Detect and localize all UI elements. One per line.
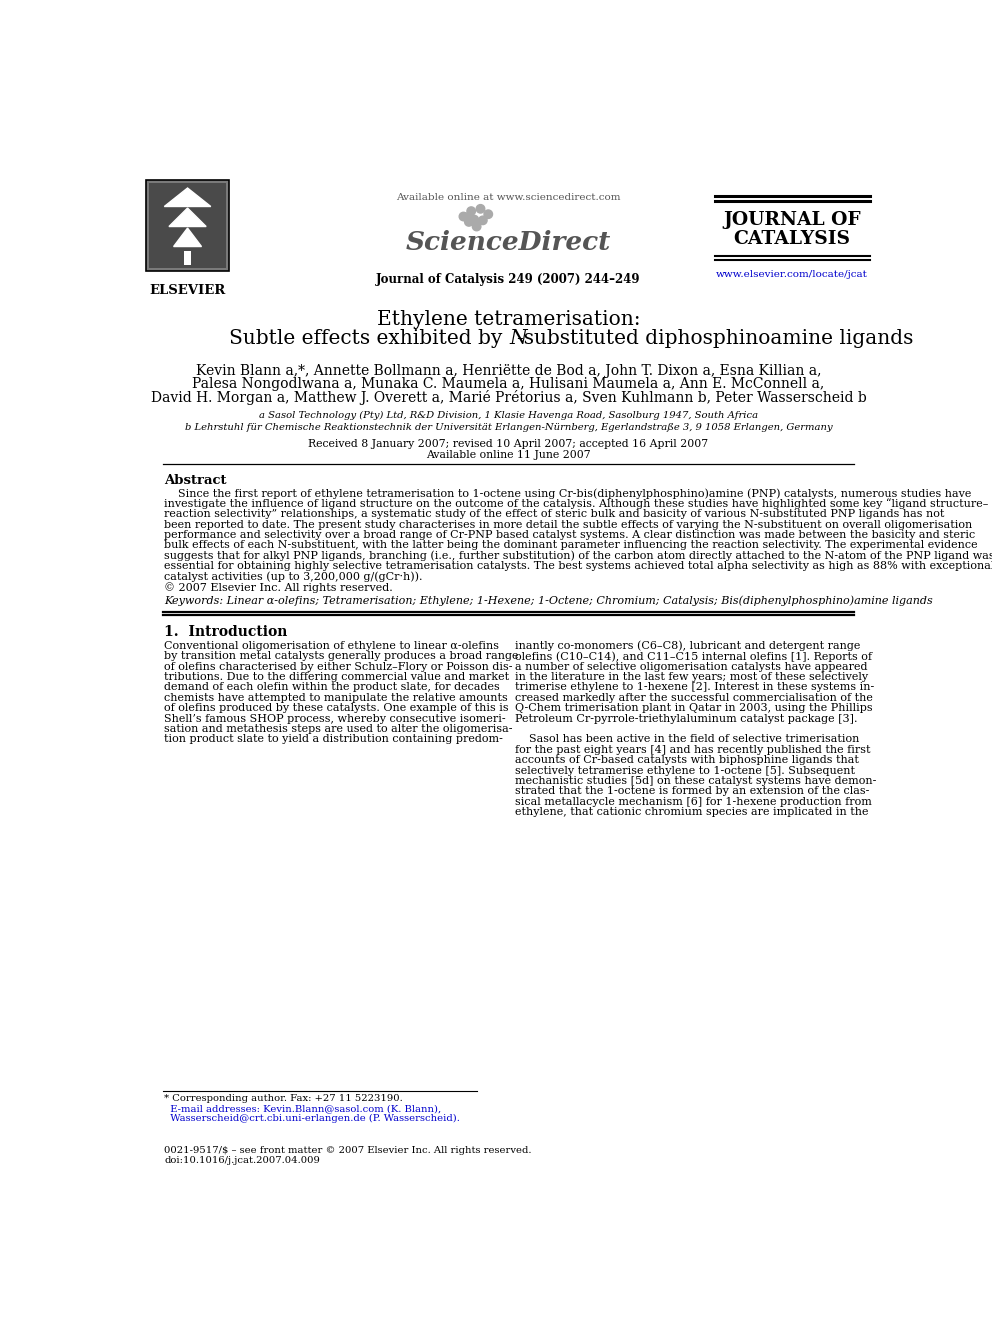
- Text: Keywords: Linear α-olefins; Tetramerisation; Ethylene; 1-Hexene; 1-Octene; Chrom: Keywords: Linear α-olefins; Tetramerisat…: [165, 595, 933, 606]
- Text: ELSEVIER: ELSEVIER: [150, 283, 225, 296]
- Text: chemists have attempted to manipulate the relative amounts: chemists have attempted to manipulate th…: [165, 693, 508, 703]
- Text: ethylene, that cationic chromium species are implicated in the: ethylene, that cationic chromium species…: [515, 807, 868, 818]
- Text: investigate the influence of ligand structure on the outcome of the catalysis. A: investigate the influence of ligand stru…: [165, 499, 989, 509]
- Text: Since the first report of ethylene tetramerisation to 1-octene using Cr-bis(diph: Since the first report of ethylene tetra…: [165, 488, 972, 499]
- Text: of olefins characterised by either Schulz–Flory or Poisson dis-: of olefins characterised by either Schul…: [165, 662, 513, 672]
- Text: 1.  Introduction: 1. Introduction: [165, 626, 288, 639]
- Text: © 2007 Elsevier Inc. All rights reserved.: © 2007 Elsevier Inc. All rights reserved…: [165, 582, 393, 593]
- Text: in the literature in the last few years; most of these selectively: in the literature in the last few years;…: [515, 672, 868, 681]
- Text: tion product slate to yield a distribution containing predom-: tion product slate to yield a distributi…: [165, 734, 503, 745]
- Text: of olefins produced by these catalysts. One example of this is: of olefins produced by these catalysts. …: [165, 703, 509, 713]
- Text: trimerise ethylene to 1-hexene [2]. Interest in these systems in-: trimerise ethylene to 1-hexene [2]. Inte…: [515, 683, 874, 692]
- Text: Conventional oligomerisation of ethylene to linear α-olefins: Conventional oligomerisation of ethylene…: [165, 640, 499, 651]
- Text: Kevin Blann a,*, Annette Bollmann a, Henriëtte de Bod a, John T. Dixon a, Esna K: Kevin Blann a,*, Annette Bollmann a, Hen…: [195, 364, 821, 377]
- Circle shape: [467, 206, 475, 216]
- Polygon shape: [165, 188, 210, 206]
- Text: Petroleum Cr-pyrrole-triethylaluminum catalyst package [3].: Petroleum Cr-pyrrole-triethylaluminum ca…: [515, 713, 857, 724]
- Text: Received 8 January 2007; revised 10 April 2007; accepted 16 April 2007: Received 8 January 2007; revised 10 Apri…: [309, 439, 708, 448]
- Text: reaction selectivity” relationships, a systematic study of the effect of steric : reaction selectivity” relationships, a s…: [165, 509, 944, 519]
- Text: performance and selectivity over a broad range of Cr-PNP based catalyst systems.: performance and selectivity over a broad…: [165, 531, 975, 540]
- Text: CATALYSIS: CATALYSIS: [733, 230, 850, 247]
- Text: www.elsevier.com/locate/jcat: www.elsevier.com/locate/jcat: [716, 270, 868, 279]
- Text: essential for obtaining highly selective tetramerisation catalysts. The best sys: essential for obtaining highly selective…: [165, 561, 992, 572]
- Text: JOURNAL OF: JOURNAL OF: [723, 212, 861, 229]
- Text: for the past eight years [4] and has recently published the first: for the past eight years [4] and has rec…: [515, 745, 870, 754]
- Text: selectively tetramerise ethylene to 1-octene [5]. Subsequent: selectively tetramerise ethylene to 1-oc…: [515, 766, 854, 775]
- Text: N: N: [509, 329, 527, 348]
- Bar: [146, 180, 229, 271]
- Text: 0021-9517/$ – see front matter © 2007 Elsevier Inc. All rights reserved.: 0021-9517/$ – see front matter © 2007 El…: [165, 1146, 532, 1155]
- Text: mechanistic studies [5d] on these catalyst systems have demon-: mechanistic studies [5d] on these cataly…: [515, 775, 876, 786]
- Circle shape: [478, 216, 487, 225]
- Text: a number of selective oligomerisation catalysts have appeared: a number of selective oligomerisation ca…: [515, 662, 867, 672]
- Polygon shape: [169, 208, 206, 226]
- Text: Subtle effects exhibited by: Subtle effects exhibited by: [228, 329, 509, 348]
- Text: -substituted diphosphinoamine ligands: -substituted diphosphinoamine ligands: [517, 329, 914, 348]
- Text: catalyst activities (up to 3,200,000 g/(gCr·h)).: catalyst activities (up to 3,200,000 g/(…: [165, 572, 423, 582]
- Text: Wasserscheid@crt.cbi.uni-erlangen.de (P. Wasserscheid).: Wasserscheid@crt.cbi.uni-erlangen.de (P.…: [165, 1114, 460, 1123]
- Text: Available online at www.sciencedirect.com: Available online at www.sciencedirect.co…: [396, 193, 621, 201]
- Text: strated that the 1-octene is formed by an extension of the clas-: strated that the 1-octene is formed by a…: [515, 786, 869, 796]
- Circle shape: [464, 218, 473, 226]
- Text: Journal of Catalysis 249 (2007) 244–249: Journal of Catalysis 249 (2007) 244–249: [376, 273, 641, 286]
- Text: Sasol has been active in the field of selective trimerisation: Sasol has been active in the field of se…: [515, 734, 859, 745]
- Text: Available online 11 June 2007: Available online 11 June 2007: [427, 450, 590, 460]
- Text: by transition metal catalysts generally produces a broad range: by transition metal catalysts generally …: [165, 651, 519, 662]
- Text: been reported to date. The present study characterises in more detail the subtle: been reported to date. The present study…: [165, 520, 972, 529]
- Text: a Sasol Technology (Pty) Ltd, R&D Division, 1 Klasie Havenga Road, Sasolburg 194: a Sasol Technology (Pty) Ltd, R&D Divisi…: [259, 411, 758, 421]
- Text: suggests that for alkyl PNP ligands, branching (i.e., further substitution) of t: suggests that for alkyl PNP ligands, bra…: [165, 550, 992, 561]
- Text: David H. Morgan a, Matthew J. Overett a, Marié Prétorius a, Sven Kuhlmann b, Pet: David H. Morgan a, Matthew J. Overett a,…: [151, 390, 866, 405]
- Text: Palesa Nongodlwana a, Munaka C. Maumela a, Hulisani Maumela a, Ann E. McConnell : Palesa Nongodlwana a, Munaka C. Maumela …: [192, 377, 824, 390]
- Text: * Corresponding author. Fax: +27 11 5223190.: * Corresponding author. Fax: +27 11 5223…: [165, 1094, 403, 1103]
- Text: creased markedly after the successful commercialisation of the: creased markedly after the successful co…: [515, 693, 873, 703]
- Text: b Lehrstuhl für Chemische Reaktionstechnik der Universität Erlangen-Nürnberg, Eg: b Lehrstuhl für Chemische Reaktionstechn…: [185, 423, 832, 431]
- Text: E-mail addresses: Kevin.Blann@sasol.com (K. Blann),: E-mail addresses: Kevin.Blann@sasol.com …: [165, 1103, 441, 1113]
- Circle shape: [484, 210, 492, 218]
- Circle shape: [476, 205, 485, 213]
- Text: doi:10.1016/j.jcat.2007.04.009: doi:10.1016/j.jcat.2007.04.009: [165, 1156, 320, 1166]
- Polygon shape: [174, 228, 201, 246]
- Text: demand of each olefin within the product slate, for decades: demand of each olefin within the product…: [165, 683, 500, 692]
- Text: inantly co-monomers (C6–C8), lubricant and detergent range: inantly co-monomers (C6–C8), lubricant a…: [515, 640, 860, 651]
- Text: olefins (C10–C14), and C11–C15 internal olefins [1]. Reports of: olefins (C10–C14), and C11–C15 internal …: [515, 651, 872, 662]
- Bar: [184, 251, 191, 265]
- Bar: [149, 184, 226, 269]
- Text: Shell’s famous SHOP process, whereby consecutive isomeri-: Shell’s famous SHOP process, whereby con…: [165, 713, 506, 724]
- Text: bulk effects of each N-substituent, with the latter being the dominant parameter: bulk effects of each N-substituent, with…: [165, 540, 978, 550]
- Circle shape: [459, 212, 467, 221]
- Text: Abstract: Abstract: [165, 475, 227, 487]
- Circle shape: [472, 222, 481, 230]
- Text: sical metallacycle mechanism [6] for 1-hexene production from: sical metallacycle mechanism [6] for 1-h…: [515, 796, 872, 807]
- Text: ScienceDirect: ScienceDirect: [406, 230, 611, 255]
- Text: tributions. Due to the differing commercial value and market: tributions. Due to the differing commerc…: [165, 672, 510, 681]
- Text: Q-Chem trimerisation plant in Qatar in 2003, using the Phillips: Q-Chem trimerisation plant in Qatar in 2…: [515, 703, 872, 713]
- Text: Ethylene tetramerisation:: Ethylene tetramerisation:: [377, 310, 640, 328]
- Text: accounts of Cr-based catalysts with biphosphine ligands that: accounts of Cr-based catalysts with biph…: [515, 755, 858, 765]
- Circle shape: [470, 216, 478, 224]
- Circle shape: [462, 213, 471, 221]
- Text: sation and metathesis steps are used to alter the oligomerisa-: sation and metathesis steps are used to …: [165, 724, 513, 734]
